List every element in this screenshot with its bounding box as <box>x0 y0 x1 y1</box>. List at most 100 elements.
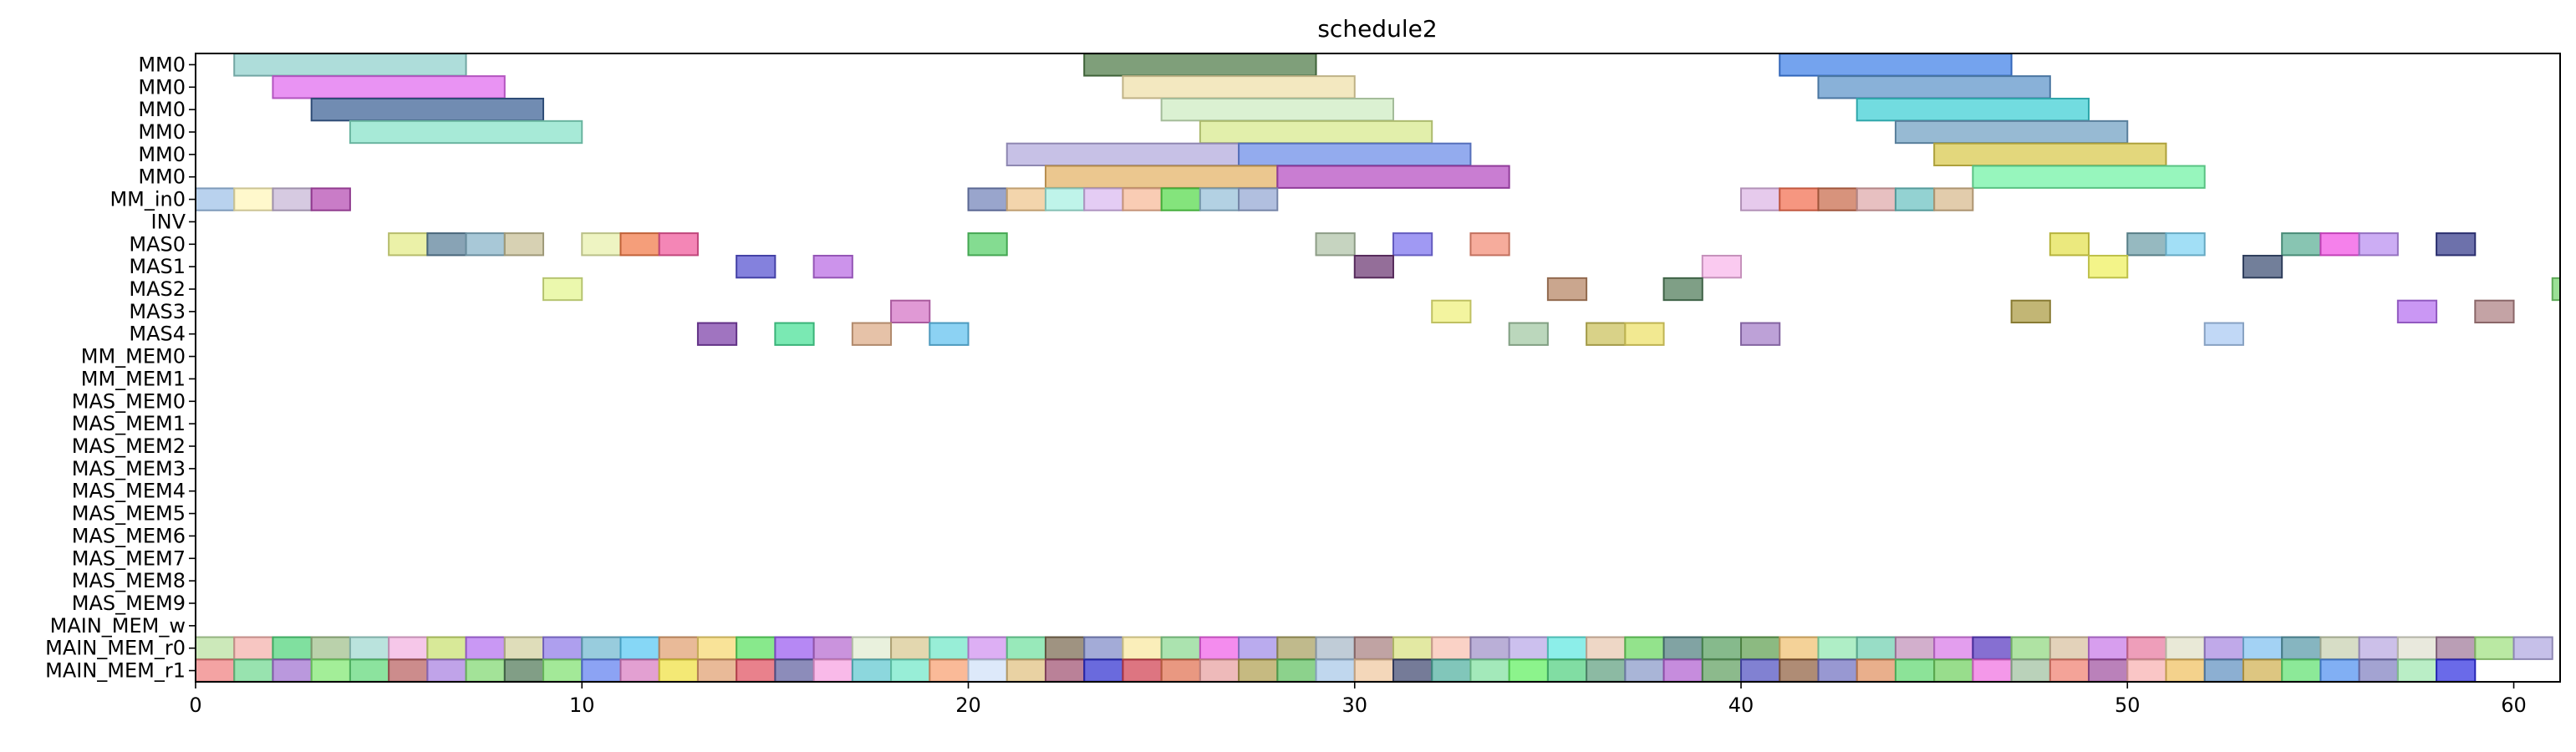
task-bar <box>696 636 738 660</box>
task-bar <box>658 232 699 257</box>
task-bar <box>1546 277 1588 302</box>
y-tick-label: MAS_MEM5 <box>72 502 186 526</box>
task-bar <box>1624 636 1665 660</box>
x-tick-label: 60 <box>2501 694 2527 717</box>
task-bar <box>2203 322 2244 346</box>
task-bar <box>2396 658 2438 683</box>
y-tick-label: MAS_MEM3 <box>72 457 186 480</box>
task-bar <box>736 658 776 683</box>
task-bar <box>2242 254 2283 279</box>
task-bar <box>812 636 853 660</box>
task-bar <box>1160 658 1201 683</box>
task-bar <box>233 187 274 211</box>
task-bar <box>2358 658 2399 683</box>
task-bar <box>349 119 583 145</box>
y-tick-label: MM0 <box>138 75 186 99</box>
task-bar <box>1238 658 1279 683</box>
y-tick-label: MAS3 <box>129 300 186 323</box>
task-bar <box>195 187 236 211</box>
x-tick-label: 50 <box>2115 694 2141 717</box>
task-bar <box>1508 658 1549 683</box>
task-bar <box>1856 187 1896 211</box>
task-bar <box>2242 658 2283 683</box>
task-bar <box>2436 636 2477 660</box>
task-bar <box>1624 322 1665 346</box>
task-bar <box>1546 636 1588 660</box>
y-tick-label: MAS2 <box>129 277 186 301</box>
task-bar <box>1005 658 1046 683</box>
task-bar <box>890 658 931 683</box>
task-bar <box>1431 299 1472 324</box>
task-bar <box>272 75 506 99</box>
task-bar <box>812 254 853 279</box>
task-bar <box>2242 636 2283 660</box>
task-bar <box>233 658 274 683</box>
task-bar <box>1508 636 1549 660</box>
task-bar <box>2010 658 2051 683</box>
task-bar <box>1856 658 1896 683</box>
task-bar <box>542 658 583 683</box>
task-bar <box>1199 187 1240 211</box>
task-bar <box>1353 254 1394 279</box>
y-tick-label: MAS_MEM2 <box>72 434 186 458</box>
task-bar <box>1740 187 1781 211</box>
task-bar <box>542 636 583 660</box>
task-bar <box>272 187 313 211</box>
task-bar <box>2049 636 2090 660</box>
task-bar <box>1044 165 1279 189</box>
task-bar <box>1083 53 1317 77</box>
task-bar <box>967 232 1008 257</box>
task-bar <box>2512 636 2553 660</box>
task-bar <box>1933 658 1974 683</box>
task-bar <box>619 636 660 660</box>
task-bar <box>2203 636 2244 660</box>
task-bar <box>1083 187 1124 211</box>
task-bar <box>1469 658 1510 683</box>
task-bar <box>1894 119 2129 145</box>
y-tick-label: MM0 <box>138 143 186 166</box>
task-bar <box>1817 75 2051 99</box>
y-tick-label: MAS_MEM4 <box>72 480 186 503</box>
task-bar <box>1701 254 1743 279</box>
task-bar <box>1546 658 1588 683</box>
task-bar <box>1817 187 1858 211</box>
task-bar <box>2436 658 2477 683</box>
task-bar <box>1122 636 1163 660</box>
task-bar <box>1933 187 1974 211</box>
task-bar <box>1083 658 1124 683</box>
task-bar <box>1005 142 1240 167</box>
task-bar <box>1044 636 1086 660</box>
x-tick-label: 10 <box>569 694 595 717</box>
x-axis: 0 10 20 30 40 50 60 <box>189 682 2527 717</box>
task-bar <box>929 322 970 346</box>
task-bar <box>1856 97 2090 122</box>
y-tick-label: MAS_MEM1 <box>72 412 186 435</box>
task-bar <box>233 636 274 660</box>
y-tick-label: MAS_MEM8 <box>72 569 186 592</box>
y-tick-label: MAIN_MEM_r1 <box>45 659 186 683</box>
task-bar <box>1276 165 1510 189</box>
task-bar <box>1122 75 1356 99</box>
task-bar <box>426 658 467 683</box>
task-bar <box>2281 658 2322 683</box>
task-bar <box>310 187 351 211</box>
plot-frame <box>195 53 2561 683</box>
task-bar <box>851 658 893 683</box>
task-bar <box>2165 232 2206 257</box>
y-tick-label: MAS_MEM7 <box>72 546 186 570</box>
task-bar <box>1817 636 1858 660</box>
y-tick-label: INV <box>151 210 186 233</box>
task-bar <box>1662 658 1703 683</box>
y-tick-label: MM0 <box>138 98 186 121</box>
task-bar <box>2010 299 2051 324</box>
task-bar <box>736 636 776 660</box>
x-tick-label: 0 <box>189 694 201 717</box>
task-bar <box>195 636 236 660</box>
task-bar <box>465 232 506 257</box>
task-bar <box>658 658 699 683</box>
task-bar <box>2126 658 2167 683</box>
chart-title: schedule2 <box>1317 15 1437 43</box>
task-bar <box>2358 636 2399 660</box>
task-bar <box>465 658 506 683</box>
task-bar <box>1779 187 1820 211</box>
